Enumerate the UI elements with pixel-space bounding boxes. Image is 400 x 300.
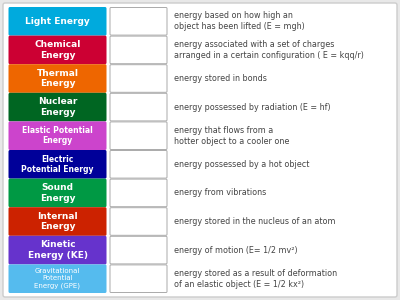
Text: Elastic Potential
Energy: Elastic Potential Energy — [22, 126, 93, 146]
FancyBboxPatch shape — [110, 151, 167, 178]
Text: Chemical
Energy: Chemical Energy — [34, 40, 81, 60]
FancyBboxPatch shape — [8, 207, 106, 236]
FancyBboxPatch shape — [110, 265, 167, 292]
FancyBboxPatch shape — [110, 65, 167, 92]
Text: Nuclear
Energy: Nuclear Energy — [38, 98, 77, 117]
FancyBboxPatch shape — [8, 93, 106, 122]
Text: energy stored as a result of deformation
of an elastic object (E = 1/2 kx²): energy stored as a result of deformation… — [174, 269, 337, 289]
FancyBboxPatch shape — [110, 93, 167, 121]
Text: energy stored in bonds: energy stored in bonds — [174, 74, 267, 83]
Text: energy possessed by radiation (E = hf): energy possessed by radiation (E = hf) — [174, 103, 331, 112]
Text: Sound
Energy: Sound Energy — [40, 183, 75, 202]
FancyBboxPatch shape — [110, 122, 167, 149]
Text: Gravitational
Potential
Energy (GPE): Gravitational Potential Energy (GPE) — [34, 268, 80, 289]
FancyBboxPatch shape — [8, 150, 106, 178]
Text: Thermal
Energy: Thermal Energy — [36, 69, 78, 88]
FancyBboxPatch shape — [110, 36, 167, 64]
Text: energy from vibrations: energy from vibrations — [174, 188, 266, 197]
FancyBboxPatch shape — [8, 178, 106, 207]
Text: energy based on how high an
object has been lifted (E = mgh): energy based on how high an object has b… — [174, 11, 305, 32]
FancyBboxPatch shape — [8, 122, 106, 150]
Text: energy possessed by a hot object: energy possessed by a hot object — [174, 160, 309, 169]
FancyBboxPatch shape — [110, 236, 167, 264]
FancyBboxPatch shape — [110, 179, 167, 207]
Text: Kinetic
Energy (KE): Kinetic Energy (KE) — [28, 240, 88, 260]
FancyBboxPatch shape — [8, 236, 106, 264]
Text: Light Energy: Light Energy — [25, 17, 90, 26]
FancyBboxPatch shape — [110, 8, 167, 35]
FancyBboxPatch shape — [110, 208, 167, 235]
Text: energy of motion (E= 1/2 mv²): energy of motion (E= 1/2 mv²) — [174, 246, 298, 255]
Text: energy stored in the nucleus of an atom: energy stored in the nucleus of an atom — [174, 217, 336, 226]
Text: Electric
Potential Energy: Electric Potential Energy — [21, 154, 94, 174]
FancyBboxPatch shape — [8, 7, 106, 36]
Text: Internal
Energy: Internal Energy — [37, 212, 78, 231]
Text: energy that flows from a
hotter object to a cooler one: energy that flows from a hotter object t… — [174, 126, 289, 146]
FancyBboxPatch shape — [8, 36, 106, 64]
FancyBboxPatch shape — [8, 64, 106, 93]
Text: energy associated with a set of charges
arranged in a certain configuration ( E : energy associated with a set of charges … — [174, 40, 364, 60]
FancyBboxPatch shape — [8, 264, 106, 293]
FancyBboxPatch shape — [3, 3, 397, 297]
